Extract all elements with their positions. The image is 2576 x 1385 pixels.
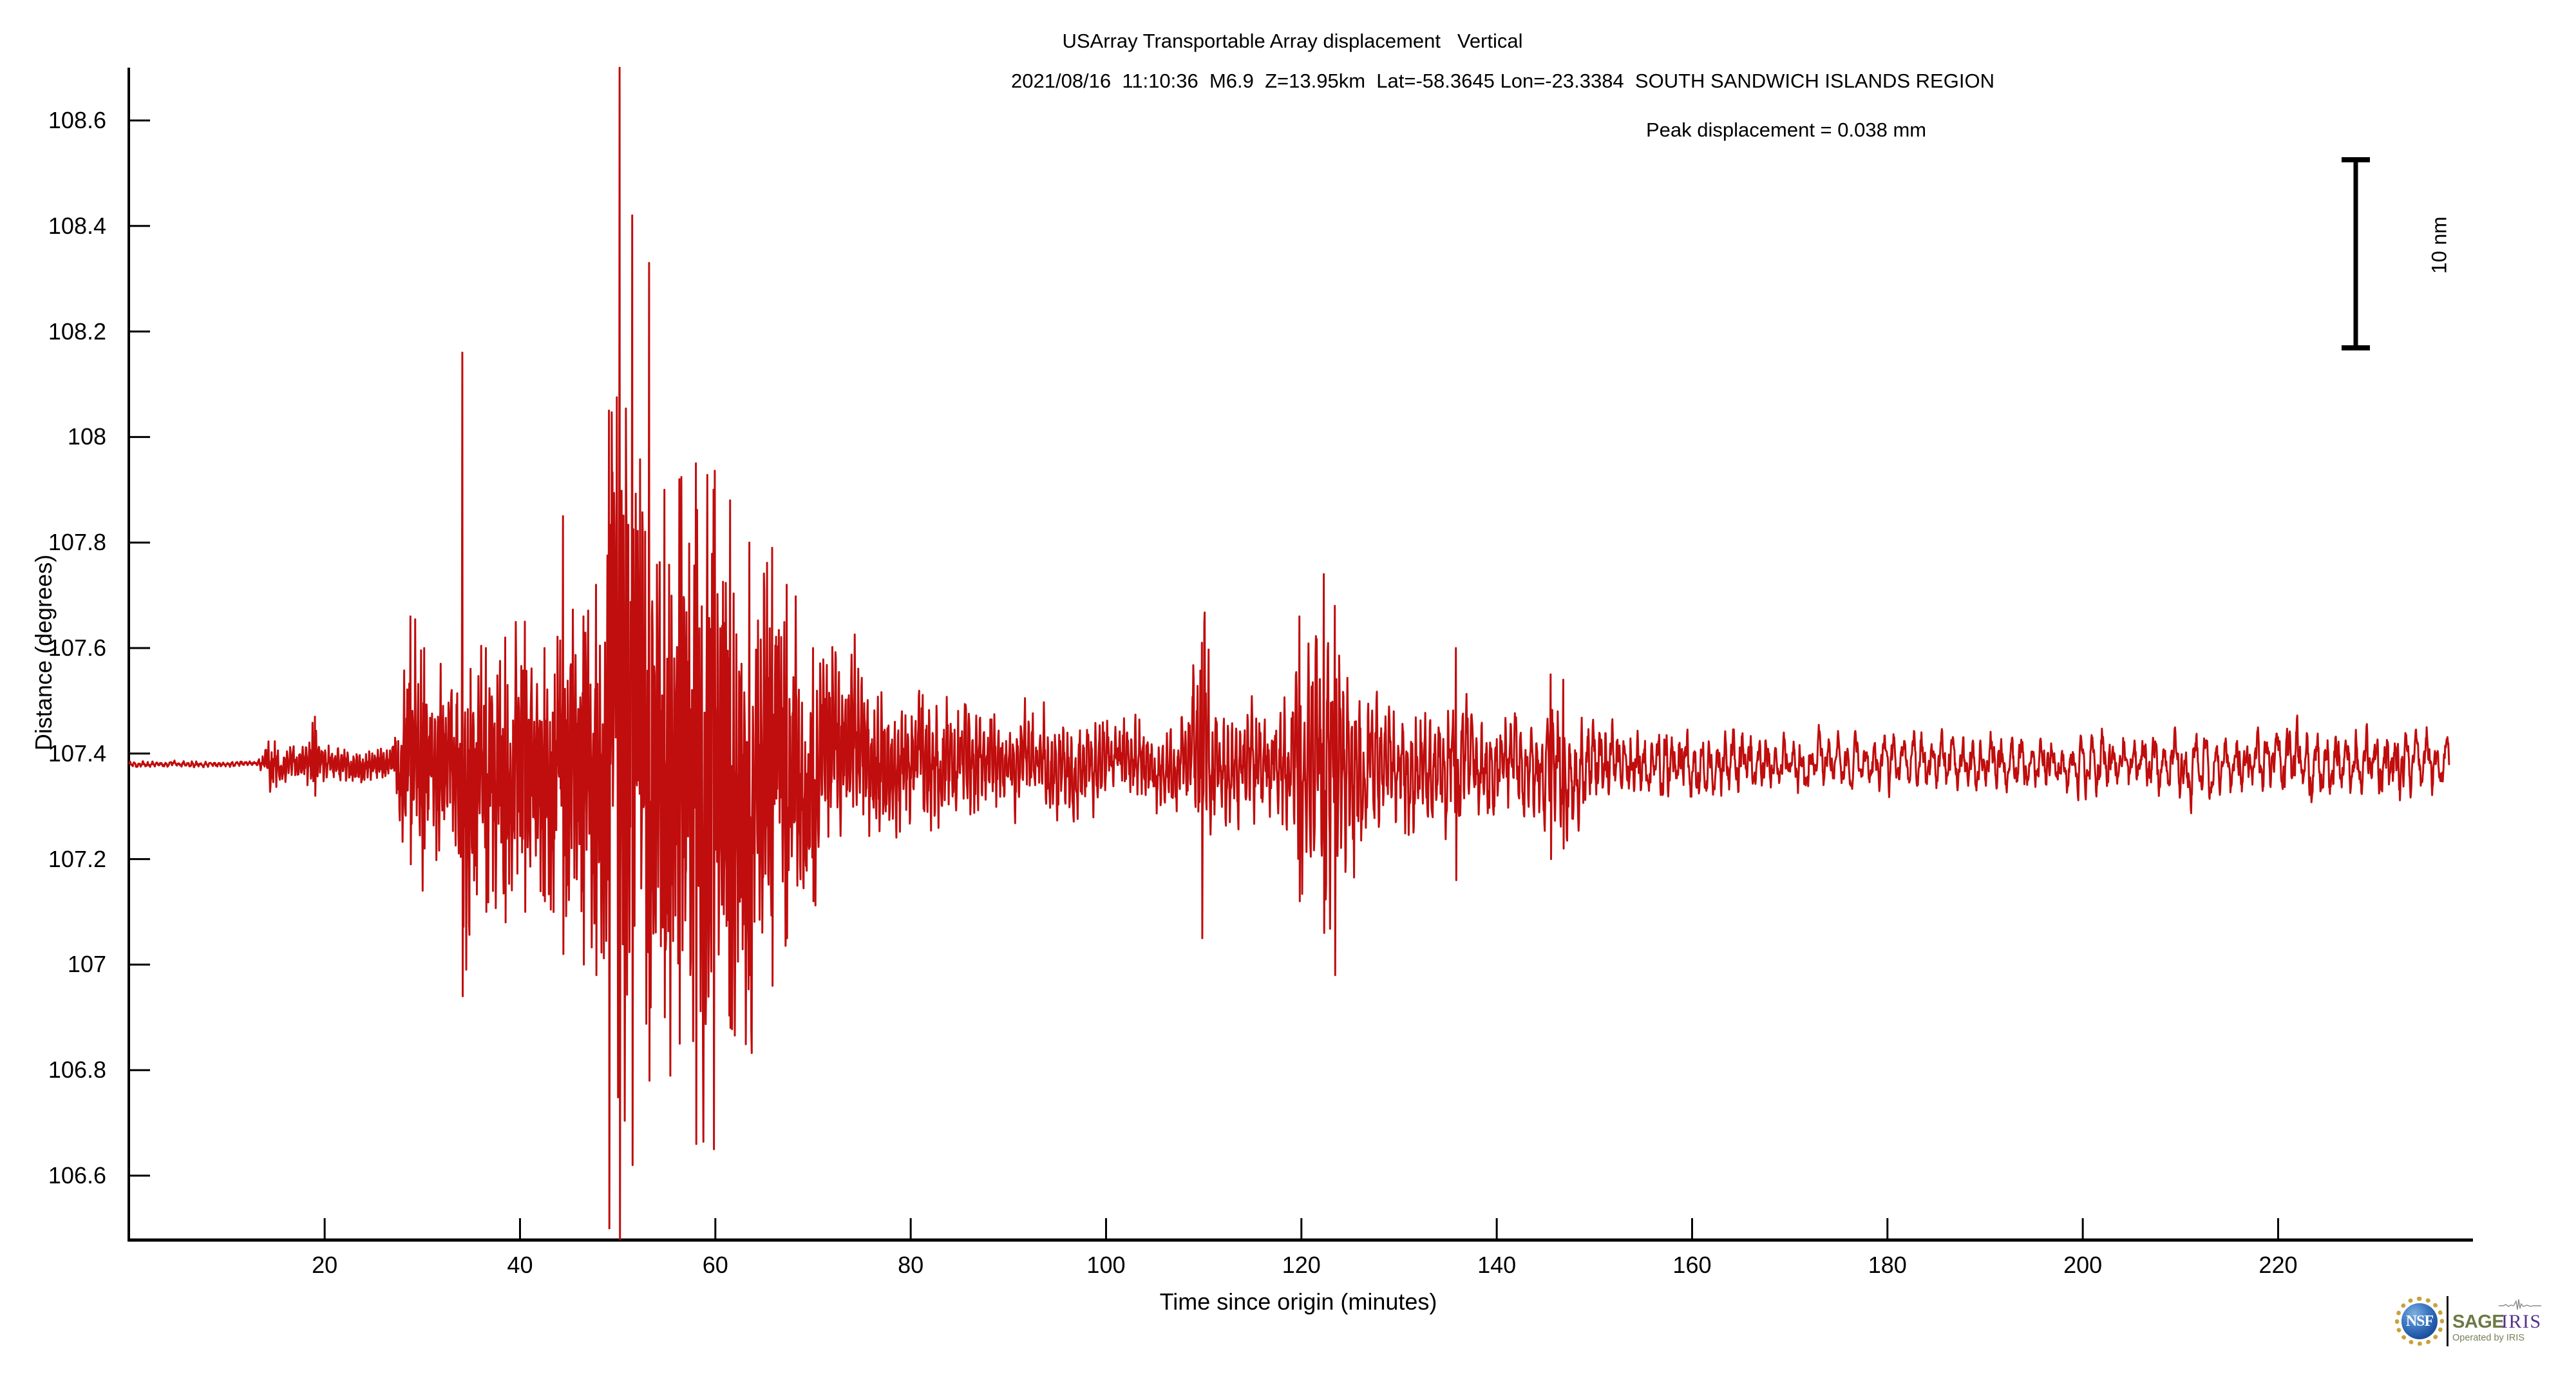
event-info-line: 2021/08/16 11:10:36 M6.9 Z=13.95km Lat=-…	[1011, 70, 1994, 92]
x-tick-label: 120	[1282, 1252, 1321, 1278]
logo-divider-line	[2447, 1296, 2448, 1346]
y-tick-label: 108	[67, 423, 106, 450]
y-tick-label: 106.8	[48, 1056, 106, 1084]
x-tick-label: 160	[1672, 1252, 1712, 1278]
x-tick-label: 100	[1086, 1252, 1126, 1278]
x-tick-label: 200	[2063, 1252, 2103, 1278]
y-tick-label: 108.4	[48, 212, 106, 239]
y-tick-label: 107.8	[48, 529, 106, 556]
axes	[128, 68, 2473, 1242]
iris-logo-text: IRIS	[2501, 1311, 2542, 1332]
sage-operated-by-text: Operated by IRIS	[2452, 1333, 2525, 1343]
iris-seismogram-icon	[2499, 1299, 2541, 1310]
y-tick-label: 107.6	[48, 635, 106, 661]
x-tick-label: 140	[1477, 1252, 1517, 1278]
x-tick-label: 20	[312, 1252, 338, 1278]
y-tick-label: 108.2	[48, 318, 106, 345]
seismogram-trace	[128, 66, 2450, 1240]
x-tick-marks	[323, 1218, 2279, 1240]
y-tick-marks	[129, 119, 150, 1177]
y-tick-label: 107.2	[48, 845, 106, 872]
x-tick-label: 180	[1868, 1252, 1907, 1278]
amplitude-scale-bar	[2342, 157, 2370, 350]
y-tick-label: 108.6	[48, 107, 106, 133]
sage-logo-text: SAGE	[2452, 1312, 2505, 1332]
x-tick-label: 40	[507, 1252, 533, 1278]
scale-bar-label: 10 nm	[2427, 216, 2451, 274]
nsf-logo-text: NSF	[2405, 1312, 2434, 1330]
x-tick-label: 80	[898, 1252, 924, 1278]
y-tick-label: 107	[67, 951, 106, 978]
peak-displacement-label: Peak displacement = 0.038 mm	[1646, 119, 1927, 141]
x-axis-title: Time since origin (minutes)	[1159, 1288, 1437, 1315]
x-tick-label: 60	[702, 1252, 728, 1278]
nsf-logo-globe: NSF	[2401, 1303, 2438, 1339]
y-tick-label: 107.4	[48, 740, 106, 767]
plot-title: USArray Transportable Array displacement…	[1062, 30, 1523, 52]
y-tick-label: 106.6	[48, 1162, 106, 1189]
x-tick-label: 220	[2259, 1252, 2298, 1278]
